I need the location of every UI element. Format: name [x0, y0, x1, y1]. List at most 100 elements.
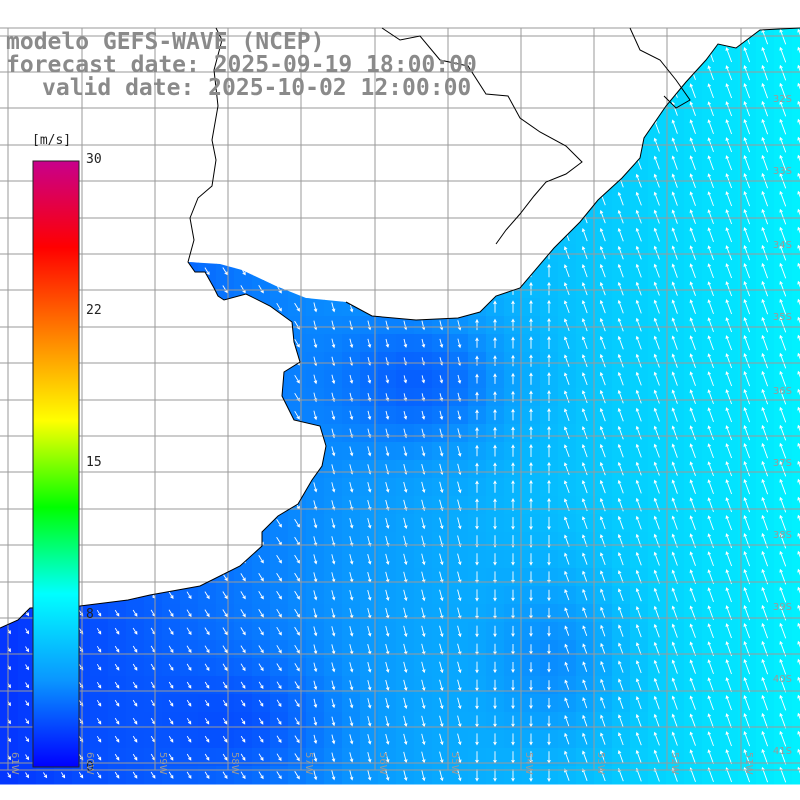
- lat-label: 39S: [772, 602, 792, 613]
- wind-arrow: [635, 371, 642, 386]
- wind-arrow: [475, 409, 479, 420]
- wind-arrow: [725, 731, 732, 747]
- wind-arrow: [779, 586, 787, 603]
- wind-arrow: [349, 536, 354, 547]
- wind-arrow: [25, 754, 29, 761]
- wind-arrow: [96, 609, 102, 617]
- lat-label: 41S: [772, 746, 792, 757]
- wind-arrow: [725, 263, 733, 279]
- wind-arrow: [653, 569, 660, 584]
- wind-arrow: [725, 587, 732, 603]
- wind-arrow: [258, 555, 264, 564]
- wind-arrow: [743, 263, 751, 279]
- wind-arrow: [779, 208, 787, 225]
- wind-arrow: [222, 663, 228, 672]
- wind-arrow: [564, 552, 570, 565]
- wind-arrow: [457, 338, 462, 349]
- wind-arrow: [743, 425, 751, 441]
- wind-arrow: [475, 553, 479, 566]
- wind-arrow: [313, 338, 318, 349]
- wind-arrow: [653, 155, 660, 170]
- wind-arrow: [671, 353, 678, 368]
- wind-arrow: [563, 444, 570, 458]
- wind-arrow: [294, 735, 300, 744]
- wind-arrow: [240, 771, 246, 780]
- wind-arrow: [689, 389, 696, 404]
- wind-arrow: [331, 554, 336, 565]
- wind-arrow: [653, 191, 660, 206]
- wind-arrow: [511, 426, 515, 439]
- wind-arrow: [457, 697, 462, 710]
- wind-arrow: [707, 389, 714, 405]
- wind-arrow: [779, 64, 787, 81]
- wind-arrow: [529, 479, 533, 494]
- wind-arrow: [529, 680, 533, 691]
- speed-cell: [792, 280, 800, 299]
- wind-arrow: [529, 626, 533, 637]
- wind-arrow: [707, 623, 714, 639]
- wind-arrow: [331, 500, 336, 511]
- wind-arrow: [294, 608, 300, 618]
- wind-arrow: [707, 371, 714, 387]
- wind-arrow: [403, 517, 408, 530]
- wind-arrow: [671, 659, 678, 674]
- wind-arrow: [761, 712, 769, 729]
- wind-arrow: [689, 443, 696, 458]
- wind-arrow: [439, 375, 444, 384]
- wind-arrow: [653, 731, 660, 746]
- wind-arrow: [168, 663, 174, 671]
- wind-arrow: [114, 717, 120, 725]
- speed-cell: [792, 64, 800, 83]
- wind-arrow: [671, 677, 678, 692]
- wind-arrow: [511, 571, 515, 584]
- wind-arrow: [707, 533, 714, 549]
- wind-arrow: [421, 481, 426, 494]
- wind-arrow: [635, 353, 642, 368]
- wind-arrow: [707, 281, 714, 297]
- wind-arrow: [204, 591, 210, 600]
- wind-arrow: [204, 267, 210, 276]
- speed-cell: [792, 316, 800, 335]
- wind-arrow: [331, 338, 336, 349]
- wind-arrow: [725, 155, 733, 171]
- wind-arrow: [96, 717, 102, 725]
- wind-arrow: [617, 461, 624, 476]
- wind-arrow: [761, 64, 769, 81]
- wind-arrow: [529, 553, 533, 566]
- wind-arrow: [529, 697, 533, 710]
- wind-arrow: [671, 371, 678, 386]
- wind-arrow: [653, 425, 660, 440]
- wind-arrow: [689, 245, 696, 260]
- wind-arrow: [689, 623, 696, 638]
- wind-arrow: [114, 699, 120, 707]
- lon-label: 51W: [743, 752, 754, 775]
- wind-arrow: [743, 245, 751, 261]
- wind-arrow: [617, 588, 624, 602]
- wind-arrow: [653, 227, 660, 242]
- wind-arrow: [635, 624, 642, 638]
- wind-arrow: [457, 589, 462, 602]
- wind-arrow: [671, 425, 678, 440]
- wind-arrow: [204, 645, 210, 654]
- wind-arrow: [689, 713, 696, 728]
- wind-arrow: [240, 663, 246, 672]
- wind-arrow: [707, 551, 714, 567]
- wind-arrow: [761, 478, 769, 495]
- wind-arrow: [653, 479, 660, 494]
- wind-arrow: [689, 551, 696, 566]
- wind-arrow: [547, 354, 551, 367]
- wind-arrow: [403, 375, 408, 384]
- wind-arrow: [222, 627, 228, 636]
- wind-arrow: [564, 661, 570, 672]
- wind-arrow: [689, 353, 696, 368]
- wind-arrow: [421, 393, 426, 402]
- wind-arrow: [439, 661, 444, 674]
- wind-arrow: [725, 659, 732, 675]
- lon-label: 56W: [377, 752, 388, 775]
- wind-arrow: [186, 591, 192, 600]
- wind-arrow: [779, 82, 787, 99]
- wind-arrow: [132, 771, 138, 779]
- wind-arrow: [511, 553, 515, 566]
- wind-arrow: [547, 281, 551, 296]
- wind-arrow: [439, 320, 444, 331]
